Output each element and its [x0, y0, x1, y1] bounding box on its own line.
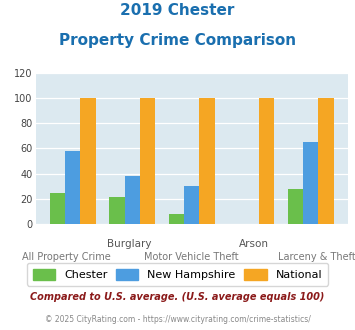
Text: © 2025 CityRating.com - https://www.cityrating.com/crime-statistics/: © 2025 CityRating.com - https://www.city… — [45, 315, 310, 324]
Bar — [259, 98, 274, 224]
Bar — [169, 214, 184, 224]
Bar — [109, 197, 125, 224]
Text: Property Crime Comparison: Property Crime Comparison — [59, 33, 296, 48]
Bar — [303, 142, 318, 224]
Bar — [318, 98, 334, 224]
Text: Larceny & Theft: Larceny & Theft — [278, 252, 355, 262]
Text: All Property Crime: All Property Crime — [22, 252, 111, 262]
Bar — [140, 98, 155, 224]
Bar — [200, 98, 215, 224]
Bar — [288, 189, 303, 224]
Bar — [80, 98, 95, 224]
Bar — [50, 193, 65, 224]
Text: Motor Vehicle Theft: Motor Vehicle Theft — [144, 252, 239, 262]
Text: Compared to U.S. average. (U.S. average equals 100): Compared to U.S. average. (U.S. average … — [30, 292, 325, 302]
Bar — [184, 186, 200, 224]
Text: Burglary: Burglary — [107, 239, 152, 249]
Bar — [125, 176, 140, 224]
Text: Arson: Arson — [239, 239, 269, 249]
Bar — [65, 151, 80, 224]
Legend: Chester, New Hampshire, National: Chester, New Hampshire, National — [27, 263, 328, 285]
Text: 2019 Chester: 2019 Chester — [120, 3, 235, 18]
